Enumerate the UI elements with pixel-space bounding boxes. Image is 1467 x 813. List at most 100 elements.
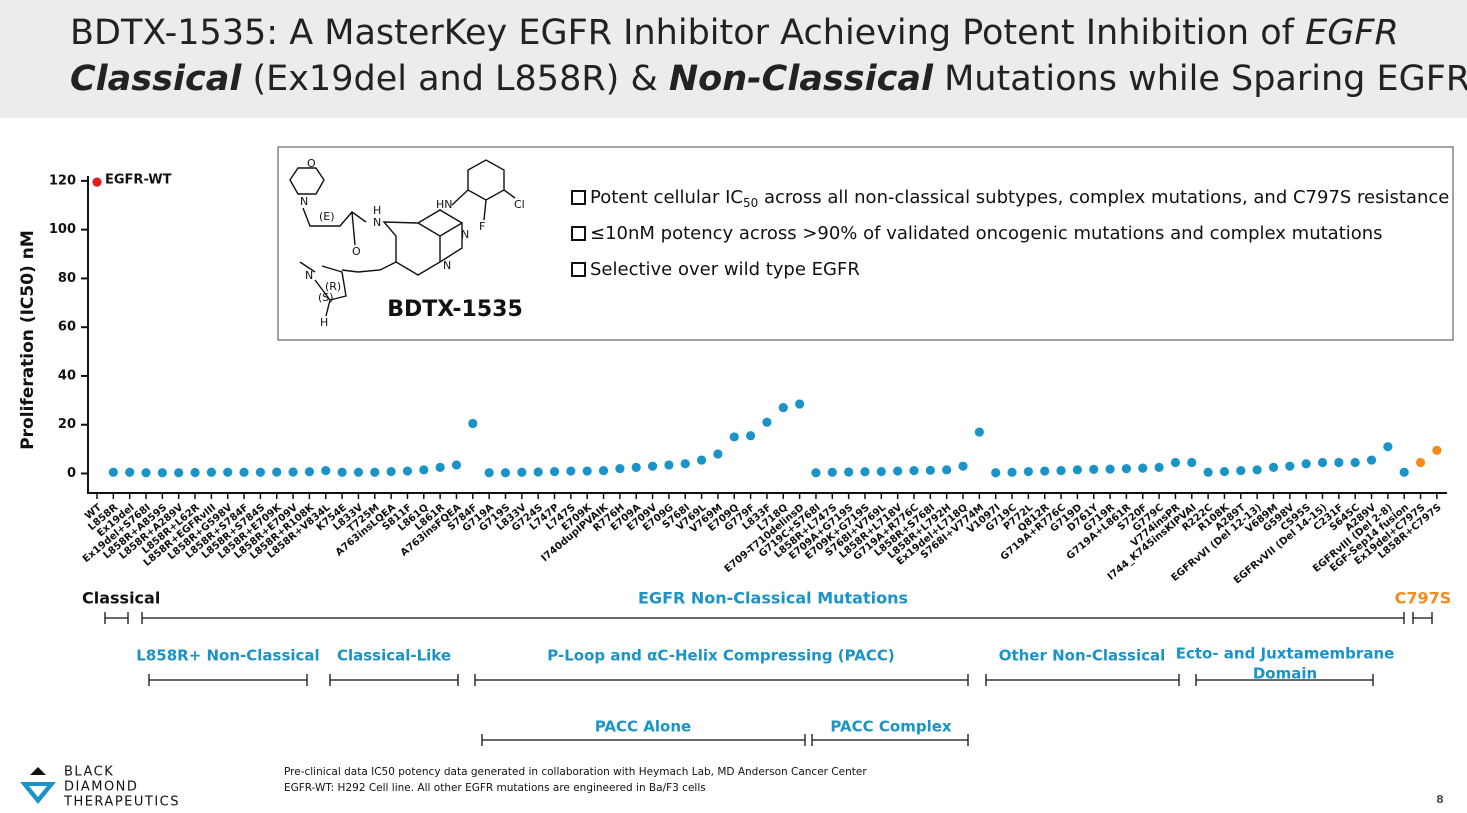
bullet-part: Potent cellular IC <box>590 187 743 208</box>
subgroup-label: Ecto- and Juxtamembrane <box>1176 645 1395 663</box>
point <box>1121 464 1132 474</box>
atom-label: O <box>307 157 316 170</box>
atom-label: Cl <box>514 198 525 211</box>
point <box>1138 463 1148 473</box>
point <box>370 467 380 477</box>
title-part: Non-Classical <box>669 59 934 99</box>
bullet-text: Potent cellular IC50 across all non-clas… <box>590 187 1449 210</box>
title-part: (Ex19del and L858R) & <box>241 59 669 99</box>
bullet-text: Selective over wild type EGFR <box>590 259 860 280</box>
point <box>713 449 723 459</box>
subgroup-label: Classical-Like <box>337 647 451 665</box>
title-part: Classical <box>70 59 242 99</box>
point <box>157 468 167 478</box>
title-line-1: BDTX-1535: A MasterKey EGFR Inhibitor Ac… <box>70 13 1399 53</box>
annotation: EGFR-WT <box>105 173 172 188</box>
point <box>223 467 233 477</box>
atom-label: F <box>479 220 485 233</box>
point <box>598 465 609 476</box>
point <box>974 427 984 437</box>
subgroup-label: Other Non-Classical <box>999 647 1166 665</box>
point <box>664 460 674 470</box>
point <box>1415 457 1426 468</box>
point <box>386 466 396 477</box>
point <box>549 466 560 477</box>
point <box>582 466 592 476</box>
point <box>141 468 151 478</box>
atom-label: N <box>461 228 469 241</box>
point <box>827 467 837 477</box>
point <box>435 462 445 472</box>
subgroup-label: Domain <box>1253 665 1317 683</box>
point <box>419 465 429 475</box>
point <box>1285 461 1295 471</box>
structure <box>289 159 516 317</box>
point <box>1334 457 1344 468</box>
group-labels: Classical EGFR Non-Classical Mutations C… <box>82 589 1451 746</box>
group-label: EGFR Non-Classical Mutations <box>638 589 908 608</box>
atom-label: N <box>305 269 313 282</box>
point <box>1072 465 1082 475</box>
point <box>1350 457 1360 468</box>
logo-diamond <box>20 782 56 804</box>
point <box>844 467 854 477</box>
point <box>1236 465 1246 476</box>
point <box>288 467 298 477</box>
point <box>1023 466 1033 477</box>
point <box>942 465 952 475</box>
point <box>484 468 494 478</box>
y-tick-label: 0 <box>67 466 76 481</box>
point <box>991 468 1001 478</box>
bracket <box>148 674 1374 686</box>
point <box>647 461 658 471</box>
title-part: BDTX-1535: A MasterKey EGFR Inhibitor Ac… <box>70 13 1305 53</box>
bullet-subscript: 50 <box>743 196 758 210</box>
atom-label: N <box>443 259 451 272</box>
point <box>1089 464 1099 474</box>
point <box>795 399 805 409</box>
point <box>1187 457 1197 468</box>
atom-label: H <box>320 316 328 329</box>
point <box>696 455 707 465</box>
point <box>353 467 364 477</box>
point <box>680 459 690 469</box>
point <box>778 403 788 413</box>
point <box>92 177 102 187</box>
bracket <box>104 612 1433 624</box>
y-tick-label: 20 <box>58 417 76 432</box>
point <box>909 465 919 476</box>
point <box>174 468 184 478</box>
point <box>1056 465 1066 476</box>
point <box>1154 462 1164 472</box>
atom-label: H <box>373 204 381 217</box>
point <box>893 466 903 476</box>
point <box>1432 445 1442 455</box>
y-tick-label: 60 <box>58 320 76 335</box>
point <box>1040 466 1050 476</box>
point <box>746 431 756 441</box>
bullet-part: across all non-classical subtypes, compl… <box>758 187 1449 208</box>
point <box>517 467 527 477</box>
callout-box <box>277 146 1454 341</box>
point <box>1219 466 1230 477</box>
y-tick-label: 80 <box>58 271 76 286</box>
point <box>860 467 870 477</box>
group-label: Classical <box>82 589 160 608</box>
atom-label: (E) <box>319 210 335 223</box>
point <box>1252 465 1262 475</box>
logo-triangle <box>30 767 46 775</box>
point <box>402 466 413 476</box>
point <box>1170 457 1181 468</box>
point <box>108 467 118 477</box>
point <box>190 467 200 478</box>
point <box>958 461 968 471</box>
atom-label: N <box>373 216 381 229</box>
structure-labels: O N (E) O H N HN Cl F N N N (R) (S) H <box>300 157 525 329</box>
atom-label: N <box>300 195 308 208</box>
point <box>1268 462 1279 472</box>
point <box>1301 459 1311 469</box>
y-tick-label: 120 <box>49 173 76 188</box>
logo-text: DIAMOND <box>64 780 138 795</box>
atom-label: (R) <box>325 280 341 293</box>
